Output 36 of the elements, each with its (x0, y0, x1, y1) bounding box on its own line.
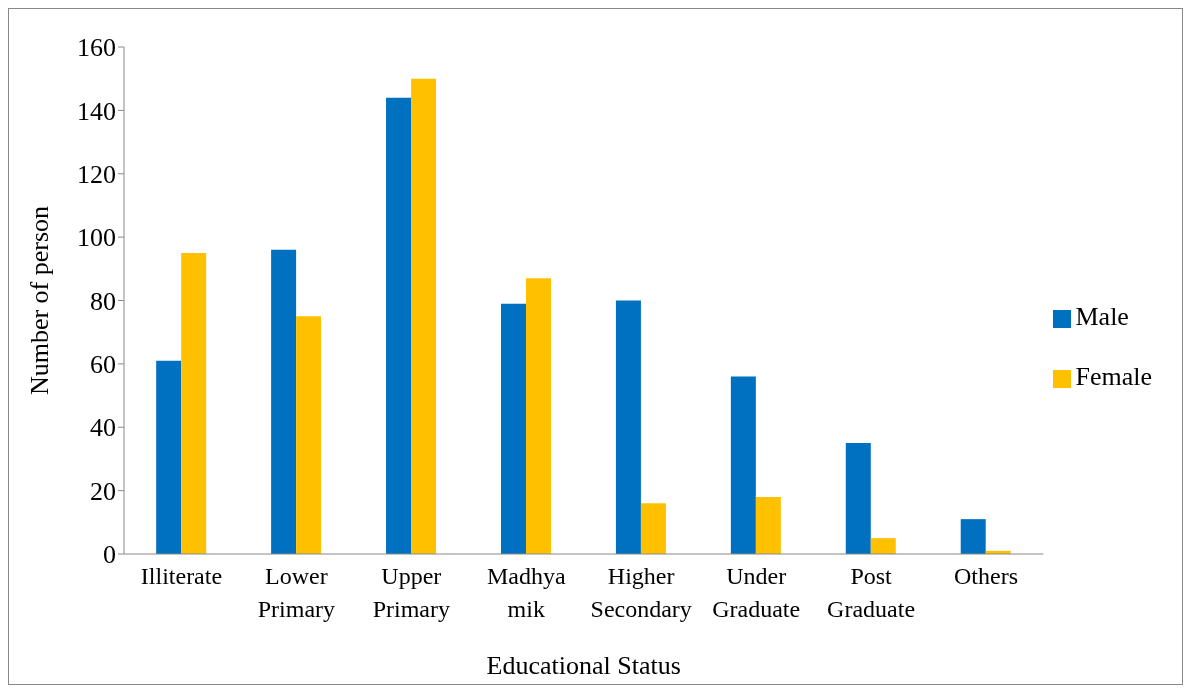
bar (615, 300, 641, 554)
y-tick-label: 120 (77, 159, 116, 189)
bar (411, 78, 437, 554)
bar (296, 316, 322, 554)
y-axis-title: Number of person (25, 205, 55, 396)
y-tick-label: 80 (90, 286, 116, 316)
bar (845, 443, 871, 554)
legend-label: Male (1075, 301, 1129, 331)
bar (960, 519, 986, 554)
bar (156, 360, 182, 554)
y-tick-label: 0 (103, 540, 116, 570)
bar (525, 278, 551, 554)
bar (640, 503, 666, 554)
x-tick-label: Under Graduate (712, 563, 801, 622)
x-tick-label: Upper Primary (372, 563, 450, 622)
y-tick-label: 20 (90, 476, 116, 506)
x-tick-label: Lower Primary (257, 563, 336, 622)
x-tick-label: Others (954, 563, 1018, 589)
x-tick-label: Illiterate (140, 563, 223, 589)
x-axis-title: Educational Status (486, 651, 681, 680)
x-tick-label: Higher Secondary (590, 563, 692, 622)
bar (500, 303, 526, 554)
y-tick-label: 160 (77, 33, 116, 63)
bar (386, 97, 412, 554)
x-tick-label: Madhya mik (486, 563, 566, 622)
bar (870, 538, 896, 554)
y-tick-label: 40 (90, 413, 116, 443)
y-tick-label: 60 (90, 350, 116, 380)
bar (181, 252, 207, 554)
legend-label: Female (1075, 361, 1152, 391)
x-tick-label: Post Graduate (827, 563, 916, 622)
y-tick-label: 100 (77, 223, 116, 253)
bar (730, 376, 756, 554)
bar (271, 249, 297, 554)
bar (755, 496, 781, 554)
y-tick-label: 140 (77, 96, 116, 126)
